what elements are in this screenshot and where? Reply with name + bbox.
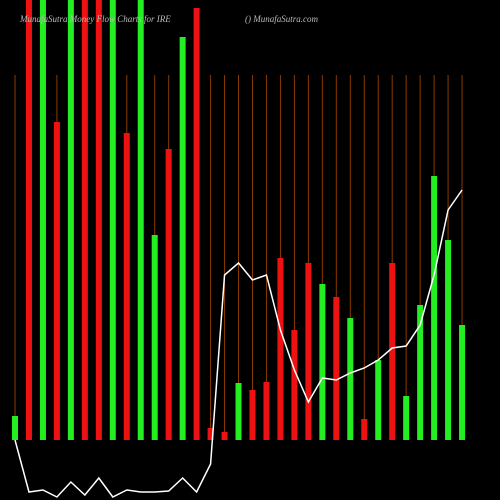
bar <box>263 382 270 440</box>
bar <box>81 0 88 440</box>
bar <box>179 37 186 440</box>
bar <box>207 428 214 440</box>
bar <box>319 284 326 440</box>
bar <box>53 122 60 440</box>
bar <box>249 390 256 440</box>
bar <box>291 330 298 440</box>
bar <box>39 0 46 440</box>
bar <box>305 263 312 440</box>
bar <box>221 432 228 440</box>
bar <box>347 318 354 440</box>
bar <box>109 0 116 440</box>
bar <box>25 0 32 440</box>
bar <box>403 396 410 440</box>
bar <box>123 133 130 440</box>
flow-line <box>14 189 463 498</box>
bar <box>151 235 158 440</box>
bar <box>431 176 438 440</box>
bar <box>67 0 74 440</box>
bar <box>277 258 284 440</box>
bar <box>375 360 382 440</box>
bar <box>389 263 396 440</box>
chart-title: MunafaSutra Money Flow Charts for IRE <box>19 14 171 24</box>
bar <box>165 149 172 440</box>
bar <box>137 0 144 440</box>
bar <box>193 8 200 440</box>
chart-subtitle: () MunafaSutra.com <box>245 14 318 24</box>
bar <box>333 297 340 440</box>
bar <box>12 416 18 440</box>
bar <box>361 419 368 440</box>
bar <box>445 240 452 440</box>
bar <box>235 383 242 440</box>
bar <box>417 305 424 440</box>
bar <box>95 0 102 440</box>
bar <box>459 325 466 440</box>
